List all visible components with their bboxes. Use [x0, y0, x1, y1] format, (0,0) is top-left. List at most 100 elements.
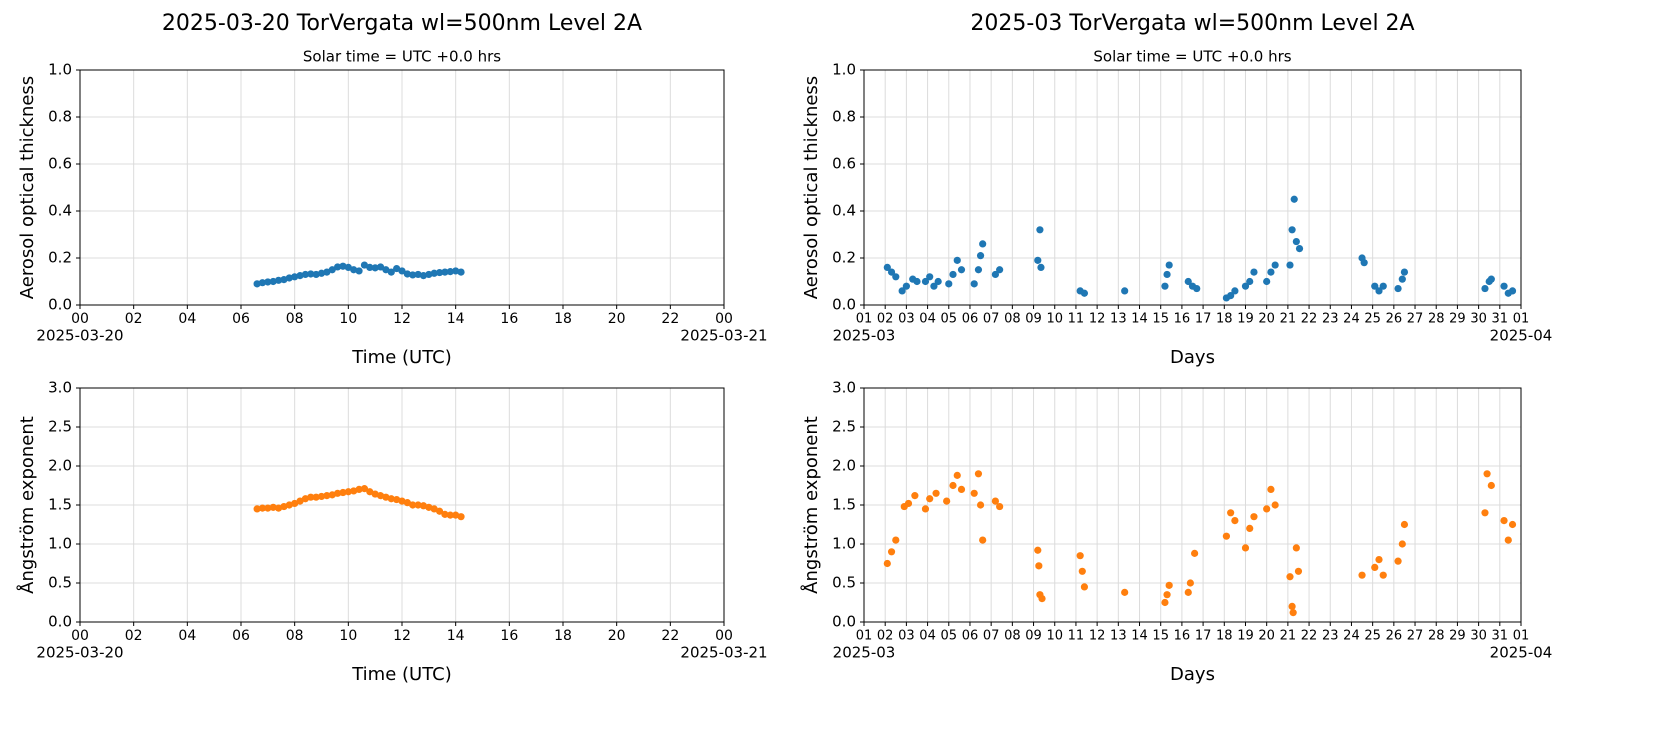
x-tick-label: 16: [1174, 629, 1191, 644]
point: [892, 273, 900, 281]
x-tick-label: 08: [1004, 629, 1021, 644]
point: [1400, 520, 1409, 529]
point: [1191, 549, 1199, 557]
y-axis-label: Ångström exponent: [800, 416, 822, 594]
point: [1241, 544, 1250, 552]
x-tick-label: 23: [1322, 312, 1339, 327]
point: [996, 266, 1004, 274]
x-tick-label: 04: [919, 312, 936, 327]
x-tick-label: 28: [1428, 312, 1445, 327]
x-tick-label: 09: [1025, 312, 1042, 327]
point: [902, 282, 910, 290]
x-tick-label: 16: [500, 628, 518, 644]
point: [253, 505, 261, 513]
y-tick-label: 1.0: [48, 535, 72, 553]
x-axis-label: Days: [1170, 347, 1215, 368]
point: [1289, 609, 1297, 617]
point: [1121, 287, 1129, 295]
point: [328, 266, 336, 274]
point: [1394, 557, 1402, 565]
y-tick-label: 0.6: [832, 155, 856, 173]
x-tick-label: 26: [1386, 312, 1403, 327]
x-tick-label: 01: [1513, 629, 1530, 644]
x-date-label: 2025-03-21: [680, 327, 767, 345]
point: [457, 268, 465, 276]
point: [1360, 259, 1368, 267]
point: [1184, 588, 1192, 596]
x-tick-label: 13: [1110, 312, 1127, 327]
x-tick-label: 20: [608, 311, 626, 327]
point: [301, 270, 309, 279]
x-tick-label: 14: [1131, 312, 1148, 327]
axes-frame: [863, 387, 1522, 623]
point: [1193, 284, 1201, 293]
y-tick-label: 0.0: [832, 613, 856, 631]
point: [285, 274, 293, 282]
x-date-label: 2025-03: [833, 644, 896, 662]
point: [1508, 520, 1517, 529]
point: [1290, 195, 1298, 203]
point: [387, 268, 395, 276]
x-tick-label: 02: [877, 629, 894, 644]
x-tick-label: 06: [232, 311, 250, 327]
point: [366, 488, 374, 496]
point: [350, 266, 358, 274]
x-tick-label: 07: [983, 629, 1000, 644]
point: [1375, 287, 1383, 295]
axes-frame: [79, 69, 725, 306]
point: [344, 488, 352, 496]
y-tick-label: 2.0: [48, 457, 72, 475]
y-tick-label: 0.2: [48, 249, 72, 267]
point: [1288, 602, 1296, 611]
point: [430, 505, 438, 513]
point: [996, 502, 1004, 511]
point: [976, 501, 985, 509]
point: [932, 489, 940, 497]
y-tick-label: 1.5: [48, 496, 72, 514]
point: [355, 485, 363, 493]
x-tick-label: 16: [500, 311, 518, 327]
point: [974, 266, 983, 274]
x-tick-label: 18: [1216, 312, 1233, 327]
point: [976, 252, 985, 260]
point: [317, 269, 326, 277]
point: [953, 471, 961, 479]
point: [974, 470, 983, 478]
chart-subtitle: Solar time = UTC +0.0 hrs: [1093, 48, 1291, 66]
point: [991, 497, 1000, 505]
point: [1080, 289, 1089, 297]
point: [1231, 517, 1239, 525]
x-tick-label: 31: [1492, 629, 1509, 644]
point: [403, 499, 411, 507]
point: [269, 277, 277, 286]
x-tick-label: 27: [1407, 629, 1424, 644]
y-tick-label: 2.0: [832, 457, 856, 475]
point: [930, 282, 938, 290]
x-tick-label: 08: [1004, 312, 1021, 327]
y-tick-label: 2.5: [832, 418, 856, 436]
point: [926, 273, 934, 281]
y-tick-label: 0.8: [48, 108, 72, 126]
point: [430, 269, 438, 277]
x-tick-label: 19: [1237, 629, 1254, 644]
point: [945, 280, 953, 288]
y-axis-label: Aerosol optical thickness: [17, 76, 38, 299]
x-tick-label: 23: [1322, 629, 1339, 644]
y-tick-label: 0.5: [48, 574, 72, 592]
x-date-label: 2025-03: [833, 327, 896, 345]
y-tick-label: 0.8: [832, 108, 856, 126]
point: [1186, 579, 1194, 587]
x-tick-label: 29: [1449, 312, 1466, 327]
point: [921, 277, 930, 286]
x-tick-label: 05: [941, 629, 958, 644]
point: [953, 256, 961, 264]
point: [1038, 595, 1046, 603]
x-tick-label: 21: [1280, 629, 1297, 644]
point: [1295, 245, 1304, 253]
point: [1286, 573, 1294, 581]
point: [414, 270, 422, 279]
point: [355, 267, 363, 275]
x-tick-label: 22: [661, 628, 679, 644]
point: [312, 270, 320, 279]
x-tick-label: 18: [554, 311, 572, 327]
